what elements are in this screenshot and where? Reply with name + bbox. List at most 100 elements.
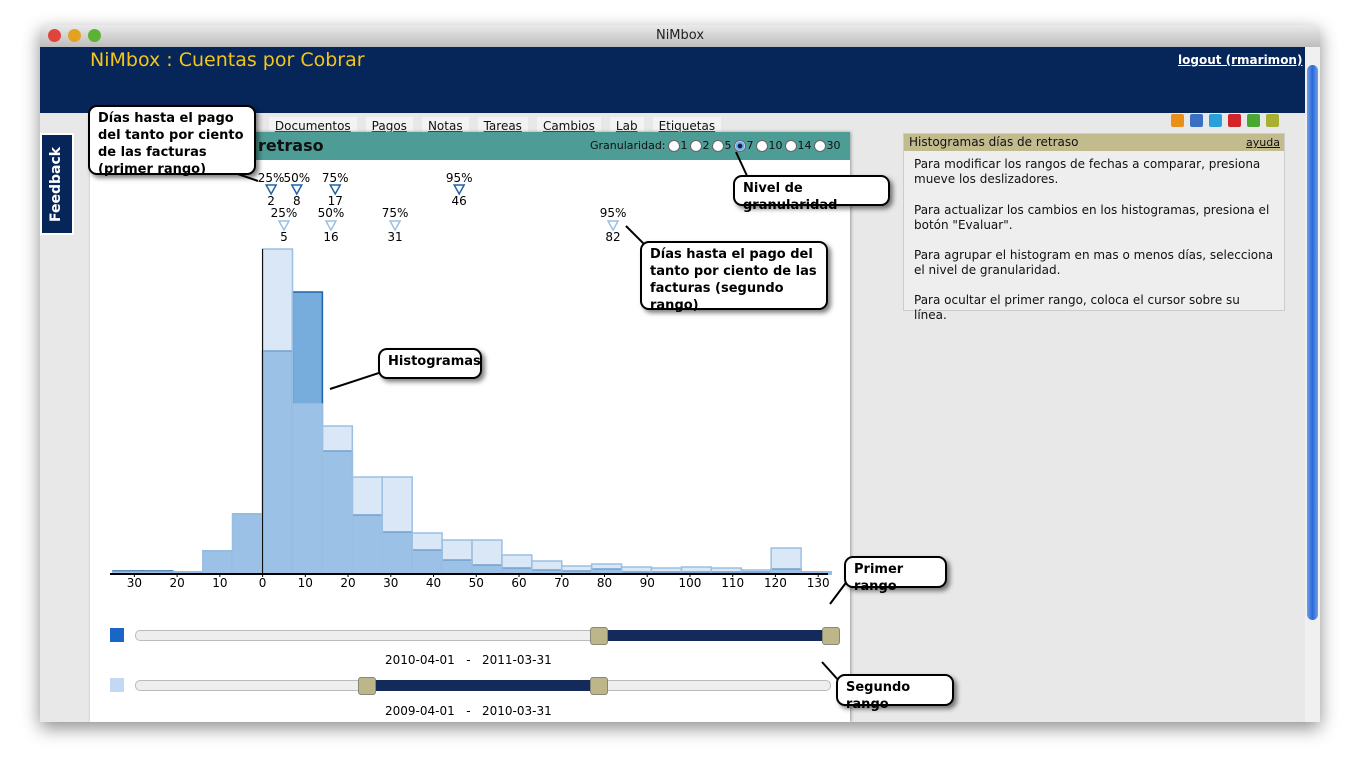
x-tick-label: 60 <box>511 576 526 590</box>
percentile-value: 2 <box>267 194 275 208</box>
histogram-bar <box>291 403 324 575</box>
percentile-label: 95% <box>446 171 473 185</box>
tab[interactable]: Lab <box>609 117 644 135</box>
help-text: Para modificar los rangos de fechas a co… <box>914 157 1261 186</box>
percentile-value: 5 <box>280 230 288 244</box>
date: 2010-03-31 <box>482 704 552 718</box>
percentile-label: 25% <box>271 206 298 220</box>
x-tick-label: 50 <box>469 576 484 590</box>
histogram-bar <box>231 513 264 575</box>
x-tick-label: 10 <box>212 576 227 590</box>
histogram-bar <box>261 248 294 575</box>
histogram-bar <box>471 539 503 575</box>
radio[interactable] <box>813 139 826 152</box>
percentile-marker <box>606 220 620 232</box>
x-tick-label: 10 <box>298 576 313 590</box>
icon[interactable] <box>1266 114 1279 127</box>
separator: - <box>466 704 471 718</box>
slider-handle[interactable] <box>590 677 608 695</box>
date: 2010-04-01 <box>385 653 455 667</box>
x-tick-label: 40 <box>426 576 441 590</box>
range-dates: 2010-04-01 - 2011-03-31 <box>385 653 552 667</box>
percentile-value: 8 <box>293 194 301 208</box>
percentile-value: 16 <box>323 230 338 244</box>
zoom-button[interactable] <box>88 29 101 42</box>
radio-label: 2 <box>702 139 710 152</box>
close-button[interactable] <box>48 29 61 42</box>
x-tick-label: 20 <box>340 576 355 590</box>
tab[interactable]: Notas <box>421 117 469 135</box>
window: NiMbox NiMbox : Cuentas por Cobrar logou… <box>40 25 1320 722</box>
app-title: NiMbox : Cuentas por Cobrar <box>90 49 365 71</box>
help-link[interactable]: ayuda <box>1246 136 1280 149</box>
help-header: Histogramas días de retraso ayuda <box>904 134 1284 151</box>
callout-line <box>735 151 749 179</box>
x-tick-label: 20 <box>169 576 184 590</box>
range-dates: 2009-04-01 - 2010-03-31 <box>385 704 552 718</box>
scroll-thumb[interactable] <box>1307 65 1318 620</box>
tab[interactable]: Documentos <box>268 117 357 135</box>
callout: Primer rango <box>844 556 947 594</box>
icon[interactable] <box>1209 114 1222 127</box>
radio[interactable] <box>689 139 702 152</box>
histogram-bar <box>441 539 473 575</box>
percentile-value: 17 <box>328 194 343 208</box>
callout: Días hasta el pago del tanto por ciento … <box>88 105 256 177</box>
radio-label: 30 <box>826 139 841 152</box>
range-swatch <box>110 678 124 692</box>
logout-link[interactable]: logout (rmarimon) <box>1178 53 1303 67</box>
slider-handle[interactable] <box>590 627 608 645</box>
histogram-bar <box>381 476 413 575</box>
x-tick-label: 130 <box>807 576 830 590</box>
x-tick-label: 110 <box>721 576 744 590</box>
percentile-marker <box>277 220 291 232</box>
radio-label: 7 <box>746 139 754 152</box>
percentile-value: 82 <box>605 230 620 244</box>
help-text: Para ocultar el primer rango, coloca el … <box>914 293 1240 322</box>
x-tick-label: 0 <box>259 576 267 590</box>
percentile-label: 75% <box>322 171 349 185</box>
minimize-button[interactable] <box>68 29 81 42</box>
slider-handle[interactable] <box>822 627 840 645</box>
histogram-bar <box>501 554 533 575</box>
x-tick-label: 70 <box>554 576 569 590</box>
granularity-label: Granularidad: <box>590 139 666 152</box>
radio[interactable] <box>711 139 724 152</box>
slider-range <box>367 680 599 691</box>
callout: Segundo rango <box>836 674 954 712</box>
x-tick-label: 30 <box>127 576 142 590</box>
range-swatch <box>110 628 124 642</box>
scrollbar[interactable] <box>1305 47 1320 722</box>
histogram-bar <box>561 565 593 575</box>
icon[interactable] <box>1228 114 1241 127</box>
histogram-bar <box>321 425 354 575</box>
percentile-value: 31 <box>387 230 402 244</box>
panel-title: retraso <box>258 136 324 155</box>
percentile-marker <box>264 184 278 196</box>
window-title: NiMbox <box>40 25 1320 47</box>
radio[interactable] <box>784 139 797 152</box>
icon[interactable] <box>1171 114 1184 127</box>
icon[interactable] <box>1247 114 1260 127</box>
tab[interactable]: Cambios <box>536 117 601 135</box>
percentile-marker <box>290 184 304 196</box>
radio[interactable] <box>755 139 768 152</box>
icon[interactable] <box>1190 114 1203 127</box>
radio-label: 10 <box>768 139 783 152</box>
radio[interactable] <box>733 139 746 152</box>
callout: Días hasta el pago del tanto por ciento … <box>640 241 828 313</box>
x-tick-label: 120 <box>764 576 787 590</box>
callout-line <box>329 371 383 390</box>
callout: Histogramas <box>378 348 482 379</box>
slider-handle[interactable] <box>358 677 376 695</box>
percentile-label: 50% <box>318 206 345 220</box>
radio[interactable] <box>667 139 680 152</box>
help-text: Para agrupar el histogram en mas o menos… <box>914 248 1274 277</box>
tab[interactable]: Etiquetas <box>652 117 722 135</box>
histogram-bar <box>620 566 653 575</box>
help-title: Histogramas días de retraso <box>909 135 1079 149</box>
tab[interactable]: Tareas <box>477 117 528 135</box>
tab[interactable]: Pagos <box>365 117 413 135</box>
